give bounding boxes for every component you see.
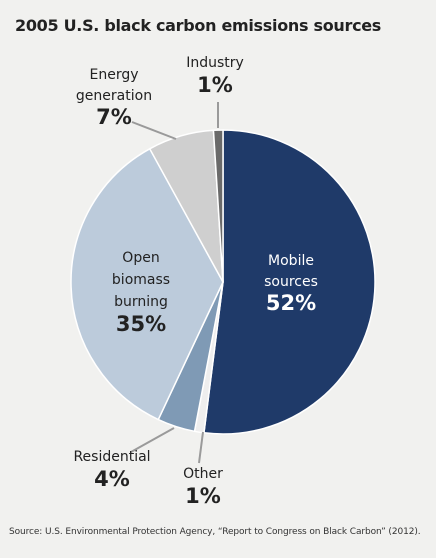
chart-title: 2005 U.S. black carbon emissions sources	[15, 16, 382, 35]
slice-label-text: Industry	[186, 55, 244, 71]
slice-value-label: 7%	[96, 105, 132, 129]
slice-value-label: 1%	[197, 73, 233, 97]
slice-value-label: 1%	[185, 484, 221, 508]
slice-value-label: 52%	[266, 291, 316, 315]
slice-label-text: Other	[183, 466, 223, 482]
slice-label-text: Energy	[89, 67, 138, 83]
slice-label-text: sources	[264, 274, 318, 290]
slice-label-industry: Industry 1%	[186, 55, 244, 97]
slice-label-text: burning	[114, 294, 168, 310]
pie-slice-mobile-sources	[203, 129, 376, 435]
pie-slice-industry	[212, 129, 224, 283]
slice-label-text: Mobile	[268, 253, 314, 269]
source-note: Source: U.S. Environmental Protection Ag…	[9, 527, 421, 537]
slice-label-text: Residential	[73, 449, 150, 465]
slice-label-text: Open	[122, 250, 159, 266]
leader-line-residential	[130, 427, 175, 453]
leader-line-energy-generation	[131, 121, 177, 140]
slice-label-other: Other 1%	[183, 466, 223, 508]
slice-label-open-biomass-burning: Open biomass burning 35%	[112, 250, 170, 336]
slice-value-label: 4%	[94, 467, 130, 491]
slice-label-text: biomass	[112, 272, 170, 288]
slice-label-residential: Residential 4%	[73, 449, 150, 491]
slice-label-text: generation	[76, 88, 152, 104]
slice-value-label: 35%	[116, 312, 166, 336]
pie-slice-open-biomass-burning	[70, 147, 224, 421]
leader-line-other	[198, 431, 204, 464]
